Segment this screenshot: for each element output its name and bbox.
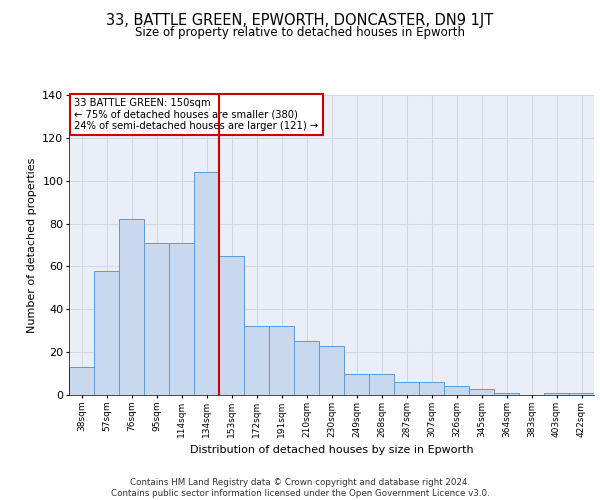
Bar [394, 382, 419, 395]
Bar [295, 342, 319, 395]
Bar [344, 374, 368, 395]
Bar [319, 346, 344, 395]
Bar [494, 393, 518, 395]
Text: 33, BATTLE GREEN, EPWORTH, DONCASTER, DN9 1JT: 33, BATTLE GREEN, EPWORTH, DONCASTER, DN… [106, 12, 494, 28]
Bar [194, 172, 218, 395]
Bar [569, 393, 593, 395]
Bar [445, 386, 469, 395]
Bar [119, 220, 143, 395]
Y-axis label: Number of detached properties: Number of detached properties [27, 158, 37, 332]
Bar [469, 388, 494, 395]
Bar [370, 374, 394, 395]
Bar [169, 243, 194, 395]
Text: Size of property relative to detached houses in Epworth: Size of property relative to detached ho… [135, 26, 465, 39]
Bar [70, 367, 94, 395]
Bar [94, 270, 119, 395]
Bar [544, 393, 569, 395]
Bar [220, 256, 244, 395]
Text: Contains HM Land Registry data © Crown copyright and database right 2024.
Contai: Contains HM Land Registry data © Crown c… [110, 478, 490, 498]
X-axis label: Distribution of detached houses by size in Epworth: Distribution of detached houses by size … [190, 446, 473, 456]
Bar [419, 382, 443, 395]
Text: 33 BATTLE GREEN: 150sqm
← 75% of detached houses are smaller (380)
24% of semi-d: 33 BATTLE GREEN: 150sqm ← 75% of detache… [74, 98, 319, 131]
Bar [269, 326, 293, 395]
Bar [145, 243, 169, 395]
Bar [244, 326, 269, 395]
